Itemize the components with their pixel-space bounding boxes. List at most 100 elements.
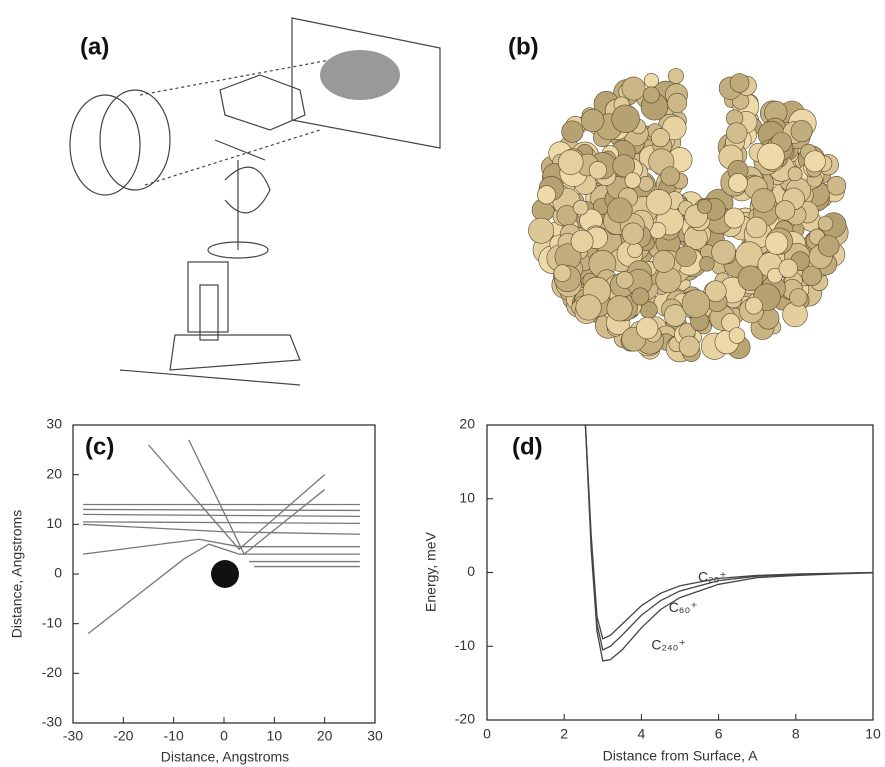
surface-bead bbox=[607, 197, 633, 223]
surface-bead bbox=[778, 258, 798, 279]
plot-frame bbox=[486, 424, 874, 721]
surface-bead bbox=[699, 256, 715, 272]
surface-bead bbox=[606, 295, 633, 322]
x-tick-label: 10 bbox=[865, 726, 881, 742]
surface-bead bbox=[697, 199, 713, 214]
y-tick-label: 20 bbox=[459, 416, 475, 432]
y-axis-label: Distance, Angstroms bbox=[9, 510, 25, 638]
surface-bead bbox=[728, 327, 746, 344]
surface-bead bbox=[570, 229, 594, 253]
y-tick-label: 0 bbox=[467, 563, 475, 579]
y-tick-label: 20 bbox=[46, 465, 62, 481]
surface-bead bbox=[643, 73, 659, 89]
surface-bead bbox=[642, 86, 660, 104]
surface-bead bbox=[757, 142, 785, 171]
surface-bead bbox=[660, 166, 680, 187]
surface-bead bbox=[789, 288, 808, 307]
surface-bead bbox=[675, 245, 697, 268]
y-tick-label: -20 bbox=[42, 664, 62, 680]
trajectory-line bbox=[83, 513, 360, 518]
surface-bead bbox=[723, 207, 745, 229]
surface-bead bbox=[803, 150, 826, 173]
curve-label: C₆₀⁺ bbox=[669, 599, 698, 615]
x-tick-label: -30 bbox=[63, 728, 83, 744]
trajectory-line bbox=[584, 424, 874, 640]
surface-bead bbox=[711, 239, 736, 265]
panel-label: (b) bbox=[508, 33, 539, 60]
x-tick-label: 2 bbox=[560, 726, 568, 742]
x-tick-label: 8 bbox=[792, 726, 800, 742]
panel-label: (d) bbox=[512, 433, 543, 460]
x-tick-label: 10 bbox=[267, 728, 283, 744]
y-tick-label: 0 bbox=[54, 565, 62, 581]
surface-bead bbox=[650, 128, 670, 148]
x-tick-label: -10 bbox=[164, 728, 184, 744]
surface-bead bbox=[787, 166, 803, 182]
x-axis-label: Distance, Angstroms bbox=[161, 749, 289, 765]
x-tick-label: 20 bbox=[317, 728, 333, 744]
panel-label: (c) bbox=[85, 433, 114, 460]
curve-label: C₂₄₀⁺ bbox=[651, 637, 685, 653]
surface-bead bbox=[575, 294, 602, 321]
surface-bead bbox=[826, 176, 847, 196]
x-tick-label: 30 bbox=[367, 728, 383, 744]
protein-surface bbox=[528, 68, 849, 363]
y-tick-label: 10 bbox=[459, 489, 475, 505]
surface-bead bbox=[624, 172, 641, 189]
surface-bead bbox=[745, 296, 763, 315]
surface-bead bbox=[728, 173, 748, 193]
trajectory-line bbox=[148, 444, 326, 551]
surface-bead bbox=[588, 161, 608, 180]
surface-bead bbox=[558, 149, 584, 176]
y-tick-label: -10 bbox=[455, 637, 475, 653]
molecule bbox=[211, 560, 239, 588]
y-tick-label: -20 bbox=[455, 711, 475, 727]
surface-bead bbox=[561, 120, 584, 143]
surface-bead bbox=[611, 104, 640, 134]
trajectory-line bbox=[83, 508, 360, 512]
surface-bead bbox=[678, 335, 700, 357]
surface-bead bbox=[652, 250, 676, 273]
surface-bead bbox=[615, 271, 634, 289]
y-tick-label: 10 bbox=[46, 515, 62, 531]
surface-bead bbox=[726, 122, 748, 144]
surface-bead bbox=[621, 76, 646, 101]
trajectory-line bbox=[584, 424, 874, 651]
panel-label: (a) bbox=[80, 33, 109, 60]
surface-bead bbox=[774, 200, 796, 221]
surface-bead bbox=[537, 185, 557, 205]
microscope-sketch bbox=[69, 17, 441, 386]
surface-bead bbox=[737, 265, 764, 291]
surface-bead bbox=[621, 222, 644, 245]
x-tick-label: 0 bbox=[483, 726, 491, 742]
surface-bead bbox=[581, 108, 605, 133]
surface-bead bbox=[528, 217, 555, 244]
trajectory-line bbox=[188, 439, 326, 556]
surface-bead bbox=[645, 189, 672, 216]
surface-bead bbox=[801, 265, 822, 286]
y-tick-label: -10 bbox=[42, 614, 62, 630]
surface-bead bbox=[573, 199, 589, 216]
surface-bead bbox=[817, 215, 834, 232]
surface-bead bbox=[681, 289, 711, 318]
surface-bead bbox=[612, 154, 636, 178]
trajectory-line bbox=[82, 538, 360, 555]
x-tick-label: 4 bbox=[638, 726, 646, 742]
trajectory-line bbox=[83, 521, 360, 524]
surface-bead bbox=[667, 92, 688, 113]
trajectory-line bbox=[87, 543, 360, 635]
surface-bead bbox=[745, 216, 768, 239]
surface-bead bbox=[729, 73, 750, 93]
x-axis-label: Distance from Surface, A bbox=[603, 748, 759, 764]
surface-bead bbox=[817, 235, 840, 257]
x-tick-label: -20 bbox=[113, 728, 133, 744]
surface-bead bbox=[790, 120, 813, 143]
x-tick-label: 0 bbox=[220, 728, 228, 744]
surface-bead bbox=[704, 280, 727, 302]
y-tick-label: 30 bbox=[46, 416, 62, 432]
x-tick-label: 6 bbox=[715, 726, 723, 742]
surface-bead bbox=[627, 242, 643, 259]
surface-bead bbox=[553, 264, 572, 282]
